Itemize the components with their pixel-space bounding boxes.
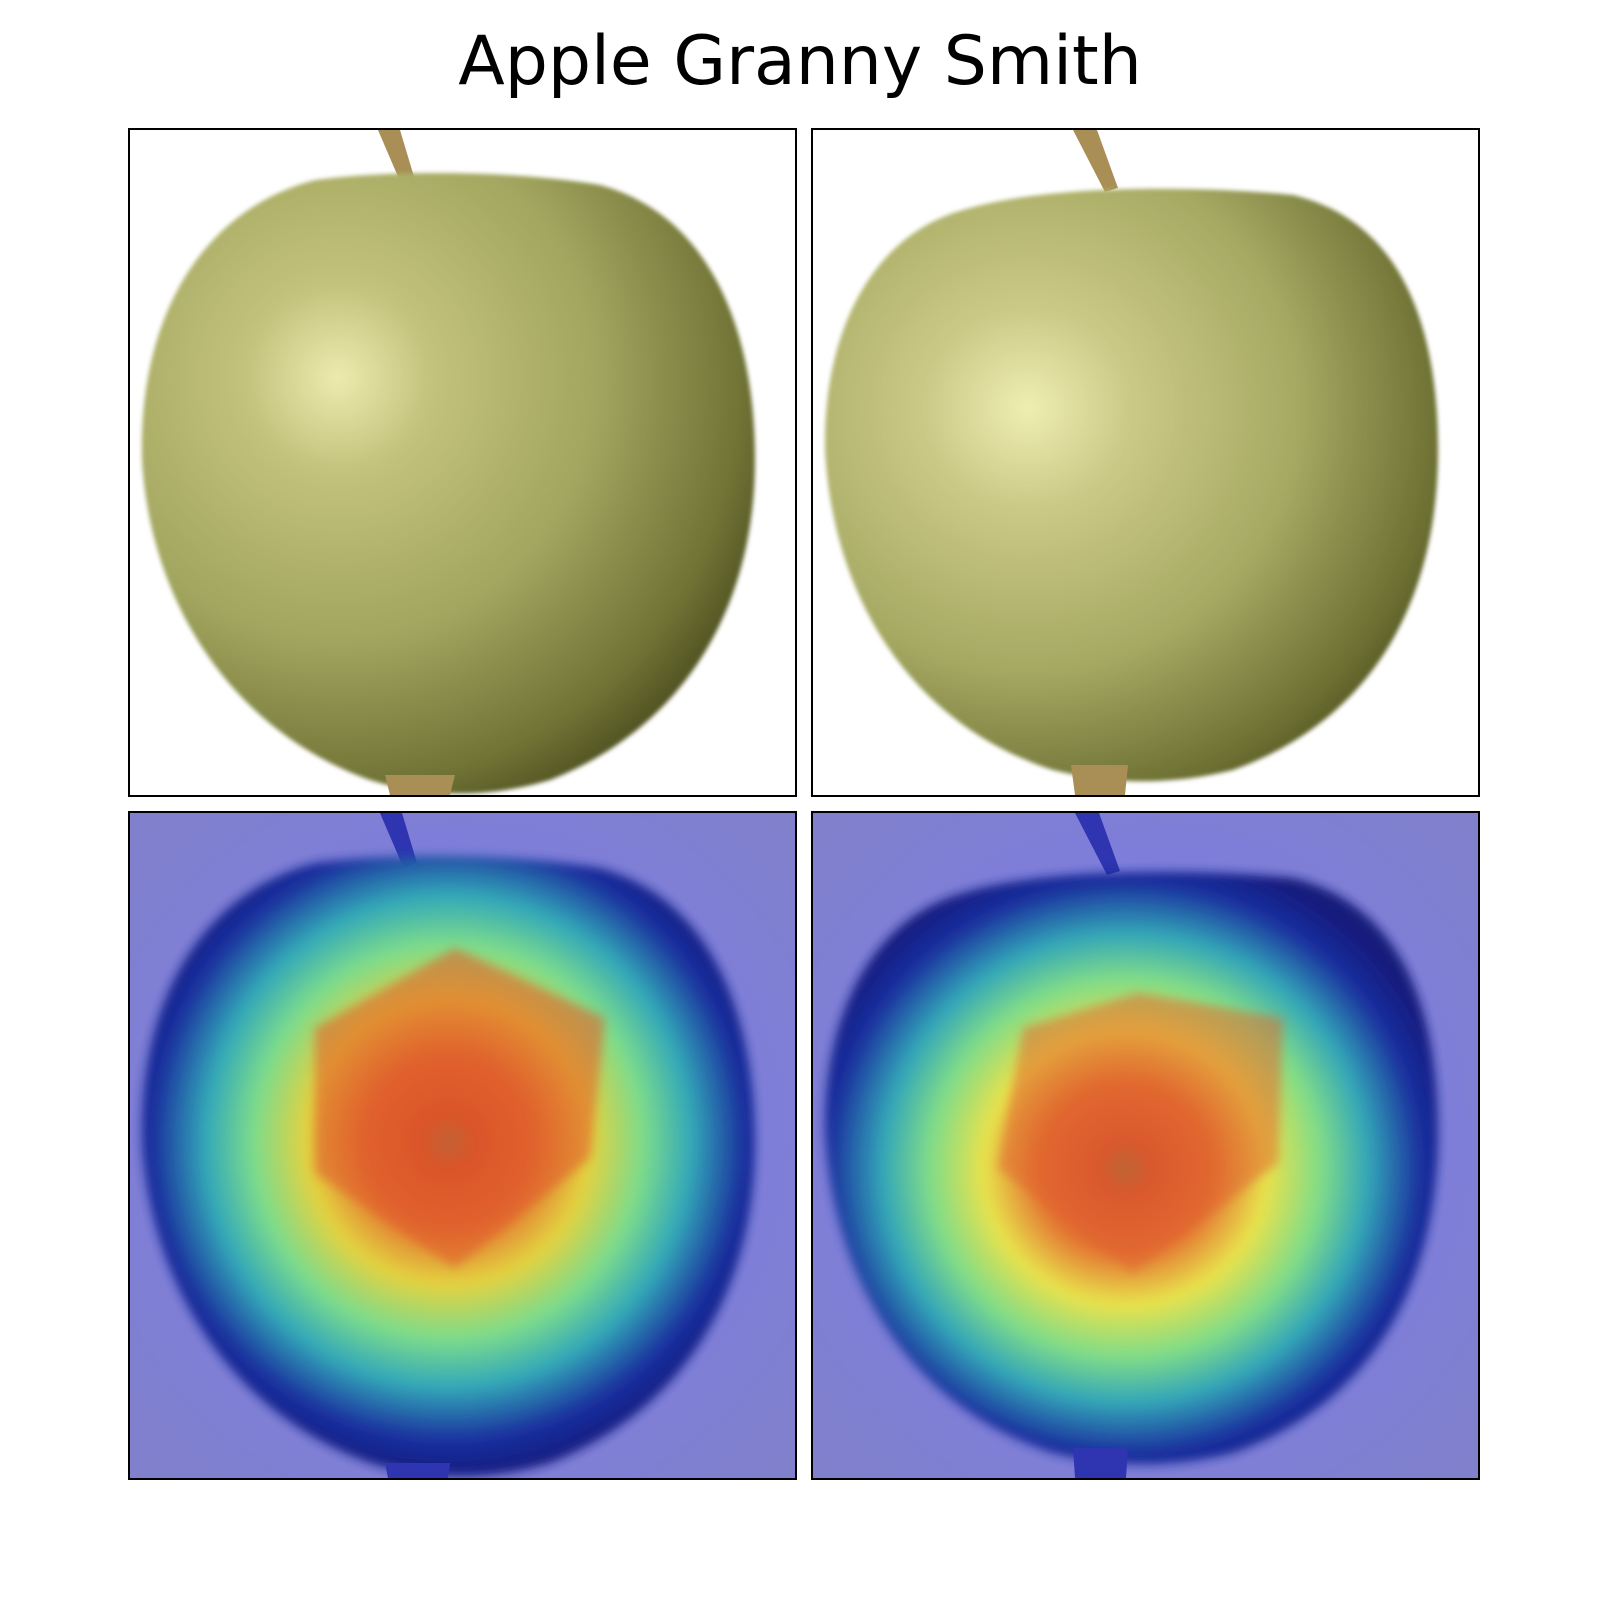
figure-title: Apple Granny Smith	[458, 22, 1142, 101]
apple-body	[824, 188, 1438, 782]
heatmap-panel-left	[128, 811, 797, 1480]
heatmap-right	[813, 813, 1478, 1478]
stem-top	[380, 813, 417, 869]
heatmap-panel-right	[811, 811, 1480, 1480]
apple-body	[141, 173, 756, 794]
stem-bottom	[385, 775, 455, 795]
stem-bottom	[1071, 765, 1128, 795]
apple-photo-right	[813, 130, 1478, 795]
heat-peak	[998, 993, 1283, 1273]
stem-bottom	[385, 1463, 450, 1478]
stem-top	[378, 130, 415, 186]
photo-panel-right	[811, 128, 1480, 797]
photo-panel-left	[128, 128, 797, 797]
heat-peak	[315, 948, 605, 1268]
heatmap-left	[130, 813, 795, 1478]
stem-bottom	[1073, 1448, 1128, 1478]
apple-photo-left	[130, 130, 795, 795]
stem-top	[1075, 813, 1120, 875]
stem-top	[1073, 130, 1118, 192]
